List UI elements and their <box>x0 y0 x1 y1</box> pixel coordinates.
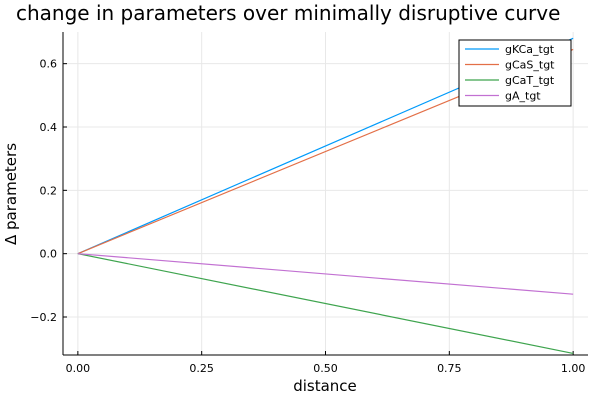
x-tick-label: 0.00 <box>66 362 91 375</box>
y-tick-label: 0.4 <box>40 121 58 134</box>
y-tick-label: 0.6 <box>40 58 58 71</box>
x-tick-label: 0.75 <box>437 362 462 375</box>
x-axis-label: distance <box>293 377 357 395</box>
legend-label: gKCa_tgt <box>505 43 555 56</box>
chart-title: change in parameters over minimally disr… <box>16 1 560 25</box>
x-tick-label: 1.00 <box>561 362 586 375</box>
y-tick-label: −0.2 <box>30 311 57 324</box>
y-tick-label: 0.0 <box>40 248 58 261</box>
x-tick-label: 0.25 <box>189 362 214 375</box>
legend-label: gCaT_tgt <box>505 74 555 87</box>
ticks: 0.00 0.25 0.50 0.75 1.00 −0.2 0.0 0.2 0.4 0.6 <box>30 58 585 375</box>
series-line-ga-tgt <box>77 253 574 295</box>
series-line-gcat-tgt <box>77 253 574 355</box>
x-tick-label: 0.50 <box>313 362 338 375</box>
legend-label: gA_tgt <box>505 90 541 103</box>
y-tick-label: 0.2 <box>40 184 58 197</box>
y-axis-label: Δ parameters <box>2 143 20 245</box>
legend: gKCa_tgt gCaS_tgt gCaT_tgt gA_tgt <box>458 39 572 107</box>
legend-label: gCaS_tgt <box>505 59 555 72</box>
